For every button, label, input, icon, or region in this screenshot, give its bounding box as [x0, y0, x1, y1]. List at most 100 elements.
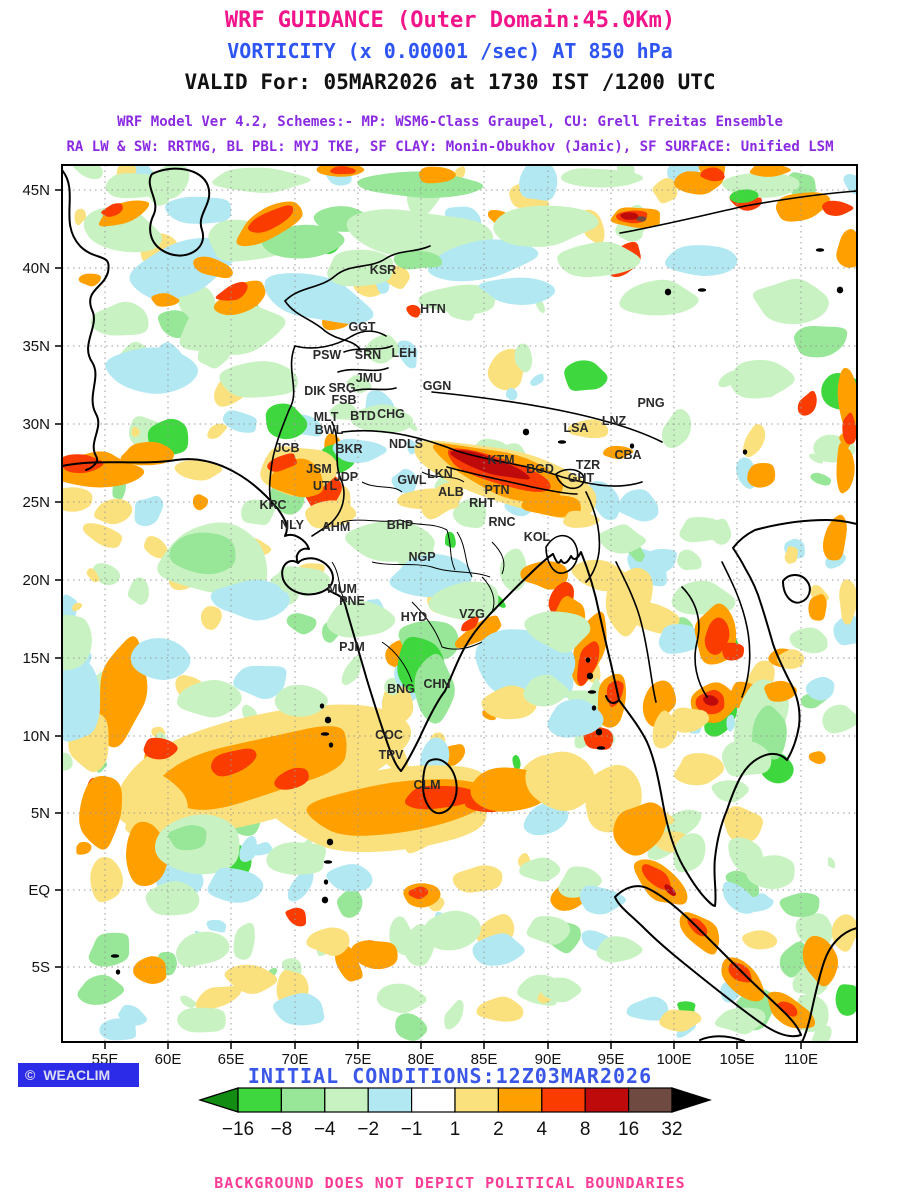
colorbar-under-arrow	[198, 1087, 239, 1113]
station-label: GGN	[423, 379, 451, 393]
vorticity-fill-field	[62, 165, 857, 1042]
lon-tick-label: 95E	[598, 1051, 625, 1068]
lon-tick-label: 100E	[656, 1051, 691, 1068]
station-label: SRN	[355, 348, 381, 362]
colorbar-tick-label: 2	[493, 1119, 504, 1140]
station-label: FSB	[332, 393, 357, 407]
valid-time-line: VALID For: 05MAR2026 at 1730 IST /1200 U…	[184, 70, 716, 94]
lon-tick-label: 90E	[535, 1051, 562, 1068]
station-label: KOL	[524, 530, 551, 544]
lat-tick-label: EQ	[28, 882, 50, 899]
station-label: CHG	[377, 407, 405, 421]
station-label: JSM	[306, 462, 332, 476]
station-label: RHT	[469, 496, 495, 510]
station-label: PJM	[339, 640, 365, 654]
lon-tick-label: 70E	[282, 1051, 309, 1068]
colorbar-tick-label: −2	[357, 1119, 379, 1140]
station-label: HYD	[401, 610, 427, 624]
lat-tick-label: 15N	[22, 650, 50, 667]
lon-tick-label: 110E	[784, 1051, 818, 1068]
station-label: NGP	[408, 550, 435, 564]
scheme-line-2: RA LW & SW: RRTMG, BL PBL: MYJ TKE, SF C…	[66, 139, 834, 155]
colorbar-tick-label: 32	[661, 1119, 682, 1140]
weaclim-logo[interactable]: © WEACLIM	[18, 1063, 139, 1087]
axis-ticks	[55, 189, 802, 1049]
lat-tick-label: 25N	[22, 494, 50, 511]
station-label: PTN	[485, 483, 510, 497]
station-label: UTL	[313, 479, 338, 493]
colorbar-tick-label: 8	[580, 1119, 591, 1140]
station-label: KRC	[259, 498, 286, 512]
station-label: KTM	[487, 453, 514, 467]
station-label: PNG	[637, 396, 664, 410]
disclaimer-label: BACKGROUND DOES NOT DEPICT POLITICAL BOU…	[214, 1174, 686, 1192]
colorbar-segment	[280, 1087, 326, 1113]
station-label: LKN	[427, 467, 453, 481]
station-label: JDP	[334, 470, 358, 484]
station-label: BNG	[387, 682, 415, 696]
lat-tick-label: 45N	[22, 182, 50, 199]
station-label: BHP	[387, 518, 413, 532]
colorbar-segment	[367, 1087, 413, 1113]
station-label: GHT	[568, 471, 595, 485]
station-label: KSR	[370, 263, 396, 277]
weaclim-logo-label: WEACLIM	[43, 1067, 111, 1083]
colorbar-segment	[454, 1087, 500, 1113]
lat-tick-label: 20N	[22, 572, 50, 589]
station-label: AHM	[322, 520, 350, 534]
station-label: ALB	[438, 485, 464, 499]
station-label: JMU	[356, 371, 382, 385]
lat-tick-label: 40N	[22, 260, 50, 277]
station-label: HTN	[420, 302, 446, 316]
colorbar: −16 −8 −4 −2 −1 1 2 4 8 16 32	[198, 1087, 712, 1140]
colorbar-tick-label: 16	[618, 1119, 639, 1140]
station-label: SRG	[328, 381, 355, 395]
island-dots	[110, 248, 844, 975]
state-borders	[331, 471, 505, 683]
lat-tick-label: 30N	[22, 416, 50, 433]
station-label: VZG	[459, 607, 485, 621]
colorbar-segment	[627, 1087, 673, 1113]
station-label: CBA	[614, 448, 641, 462]
station-label: MUM	[327, 582, 357, 596]
lon-tick-label: 105E	[719, 1051, 754, 1068]
colorbar-segment	[541, 1087, 586, 1113]
station-label: COC	[375, 728, 403, 742]
colorbar-segment	[584, 1087, 630, 1113]
lat-tick-label: 35N	[22, 338, 50, 355]
scheme-line-1: WRF Model Ver 4.2, Schemes:- MP: WSM6-Cl…	[117, 114, 783, 130]
station-label: LSA	[564, 421, 589, 435]
station-label: PSW	[313, 348, 342, 362]
lon-tick-label: 85E	[471, 1051, 498, 1068]
colorbar-segment	[411, 1087, 456, 1113]
map-frame	[61, 164, 858, 1043]
station-label: TZR	[576, 458, 600, 472]
colorbar-tick-label: 1	[450, 1119, 461, 1140]
station-label: NLY	[280, 518, 305, 532]
colorbar-tick-label: 4	[537, 1119, 548, 1140]
lon-tick-label: 75E	[345, 1051, 372, 1068]
station-label: CHN	[423, 677, 450, 691]
station-label: MLT	[314, 410, 339, 424]
colorbar-segment	[497, 1087, 543, 1113]
station-label: CLM	[413, 778, 440, 792]
colorbar-tick-label: −1	[401, 1119, 423, 1140]
station-label: BGD	[526, 462, 554, 476]
colorbar-over-arrow	[671, 1087, 712, 1113]
initial-conditions-label: INITIAL CONDITIONS:12Z03MAR2026	[247, 1064, 653, 1088]
lat-tick-label: 5N	[31, 805, 50, 822]
lat-tick-label: 10N	[22, 728, 50, 745]
station-label: TRV	[379, 748, 404, 762]
colorbar-segment	[237, 1087, 283, 1113]
station-label: LNZ	[602, 414, 627, 428]
station-label: PNE	[339, 594, 365, 608]
page-subtitle: VORTICITY (x 0.00001 /sec) AT 850 hPa	[227, 39, 673, 63]
station-label: BTD	[350, 409, 376, 423]
page-title: WRF GUIDANCE (Outer Domain:45.0Km)	[224, 8, 676, 33]
colorbar-tick-label: −8	[271, 1119, 293, 1140]
station-label: RNC	[488, 515, 515, 529]
lon-tick-label: 65E	[218, 1051, 245, 1068]
